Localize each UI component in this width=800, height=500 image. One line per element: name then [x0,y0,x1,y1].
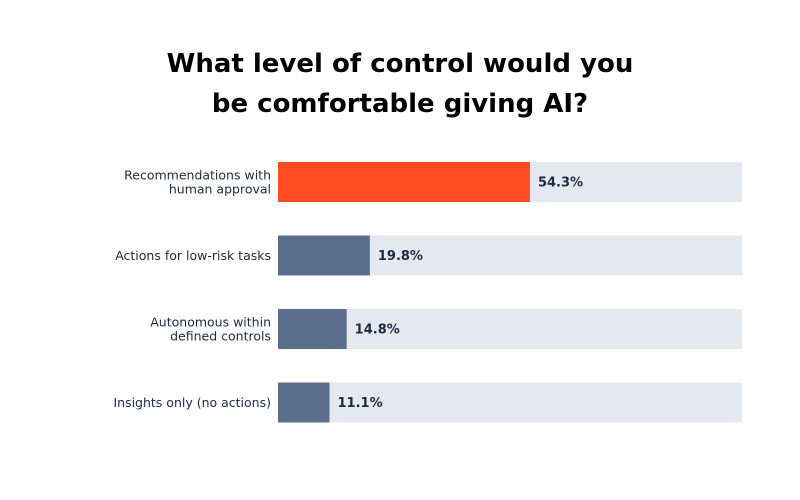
bar-track [278,382,742,423]
chart-title: What level of control would you be comfo… [0,44,800,124]
bar-track [278,309,742,349]
bar [278,235,370,276]
chart-title-line-2: be comfortable giving AI? [211,89,589,119]
bar [278,309,347,349]
category-label: Recommendations with [124,168,271,183]
value-label: 11.1% [338,396,383,411]
bar-row: 19.8% Actions for low-risk tasks [115,235,742,276]
value-label: 14.8% [355,323,400,338]
bar [278,382,330,423]
bar-highlight [278,162,530,202]
value-label: 54.3% [538,176,583,191]
chart-title-line-1: What level of control would you [166,49,634,79]
category-label: Actions for low-risk tasks [115,248,271,263]
category-label: human approval [169,182,271,197]
bar-row: 11.1% Insights only (no actions) [113,382,742,423]
category-label: Insights only (no actions) [113,395,271,410]
category-label: defined controls [170,329,271,344]
value-label: 19.8% [378,249,423,264]
category-label: Autonomous within [150,315,271,330]
